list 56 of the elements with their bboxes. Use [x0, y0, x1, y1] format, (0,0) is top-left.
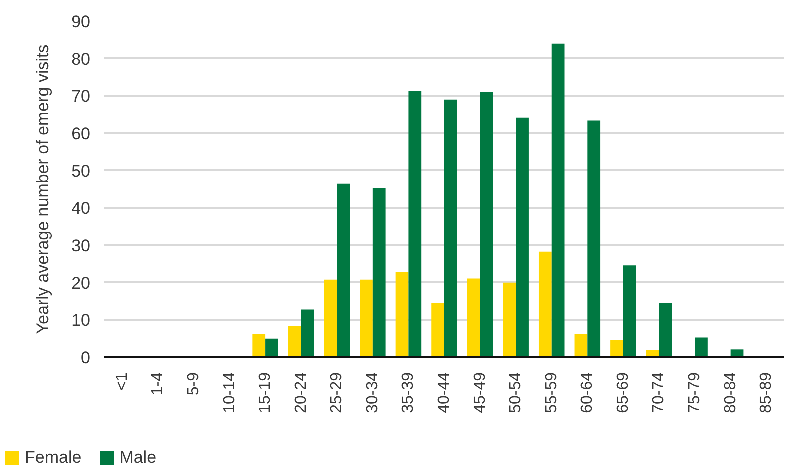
y-tick-label: 10	[72, 311, 91, 330]
bar	[588, 120, 601, 358]
y-tick-label: 90	[72, 12, 91, 32]
bar	[396, 272, 409, 358]
y-tick-label: 60	[72, 124, 91, 144]
bar	[480, 92, 494, 358]
x-tick-label: 10-14	[221, 372, 238, 414]
bar	[467, 278, 480, 358]
bar	[623, 266, 636, 358]
x-tick-label: 70-74	[650, 372, 668, 414]
x-tick-label: 25-29	[328, 372, 346, 414]
bar	[574, 334, 588, 358]
x-tick-label: 55-59	[543, 372, 560, 414]
y-tick-label: 20	[72, 274, 91, 293]
x-tick-label: 75-79	[686, 372, 704, 414]
y-tick-label: 30	[72, 236, 91, 256]
x-tick-label: 20-24	[292, 372, 310, 414]
x-tick-label: 80-84	[722, 372, 740, 414]
x-tick-label: <1	[114, 372, 131, 391]
bar	[695, 338, 708, 358]
bar	[288, 326, 302, 358]
x-tick-label: 5-9	[185, 372, 202, 396]
y-tick-label: 50	[72, 162, 91, 181]
y-tick-label: 80	[72, 50, 91, 69]
bar	[252, 334, 266, 358]
bar	[337, 184, 350, 358]
bar	[659, 302, 672, 358]
bar	[360, 280, 373, 358]
x-tick-label: 65-69	[614, 372, 632, 414]
x-tick-label: 30-34	[364, 372, 382, 414]
x-tick-label: 50-54	[508, 372, 525, 414]
bar	[538, 252, 552, 358]
bar	[552, 44, 565, 358]
y-axis-title: Yearly average number of emerg visits	[34, 44, 53, 334]
y-tick-label: 70	[72, 87, 91, 106]
legend-label: Female	[25, 447, 82, 469]
x-tick-label: 60-64	[579, 372, 596, 414]
bar	[516, 118, 529, 358]
bar	[503, 282, 516, 358]
bar	[372, 188, 386, 358]
x-tick-label: 85-89	[758, 372, 776, 414]
x-tick-label: 15-19	[257, 372, 274, 414]
bar	[444, 100, 458, 358]
legend-label: Male	[120, 447, 157, 469]
bar	[266, 338, 278, 358]
y-tick-label: 0	[81, 348, 91, 368]
bar	[408, 90, 422, 358]
bar	[610, 340, 624, 358]
x-tick-label: 45-49	[472, 372, 489, 414]
x-tick-label: 35-39	[400, 372, 418, 414]
bar	[301, 310, 314, 358]
y-tick-label: 40	[72, 199, 91, 218]
x-tick-label: 40-44	[436, 372, 453, 414]
x-tick-label: 1-4	[150, 372, 167, 396]
bar	[324, 280, 338, 358]
bar	[432, 302, 444, 358]
